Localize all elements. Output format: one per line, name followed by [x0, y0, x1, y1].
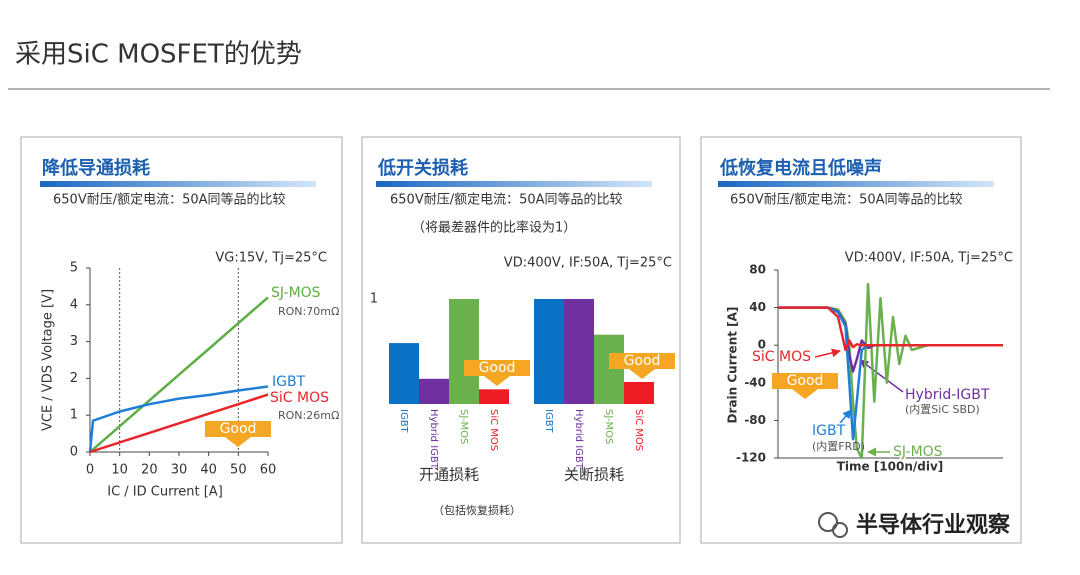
title-bar [40, 181, 316, 187]
bar [564, 299, 594, 404]
panel-title: 低开关损耗 [377, 157, 468, 179]
bar [534, 299, 564, 404]
condition: VG:15V, Tj=25°C [215, 251, 327, 266]
page-title: 采用SiC MOSFET的优势 [15, 40, 302, 70]
y-tick-label: 2 [70, 371, 78, 386]
category-label: 关断损耗 [564, 466, 624, 484]
series-label: SJ-MOS [893, 444, 943, 460]
y-tick-label: 1 [70, 408, 78, 423]
badge-arrow [772, 373, 838, 399]
x-tick-label: 60 [260, 463, 277, 478]
condition: VD:400V, IF:50A, Tj=25°C [504, 256, 672, 271]
series-line [89, 296, 269, 453]
y-tick-label: 1 [370, 292, 378, 307]
badge-arrow [464, 360, 530, 386]
pointer [835, 409, 852, 429]
series-line [778, 282, 1003, 460]
bar [389, 343, 419, 404]
badge-label: Good [624, 353, 661, 369]
badge-label: Good [787, 373, 824, 389]
x-tick-label: 30 [171, 463, 188, 478]
badge-label: Good [220, 421, 257, 437]
bar-label: IGBT [398, 409, 409, 434]
bar [449, 299, 479, 404]
bar [419, 378, 449, 404]
note: RON:70mΩ [278, 305, 339, 318]
panel-title: 低恢复电流且低噪声 [719, 157, 882, 179]
note: （将最差器件的比率设为1） [412, 220, 576, 236]
wechat-icon [818, 512, 838, 532]
panel [20, 136, 343, 544]
series-label: IGBT [272, 374, 306, 390]
y-tick-label: -80 [744, 413, 766, 427]
subtitle: 650V耐压/额定电流：50A同等品的比较 [730, 192, 963, 208]
x-tick-label: 50 [230, 463, 247, 478]
bar-label: Hybrid IGBT [573, 409, 584, 470]
pointer [814, 348, 841, 358]
series-label: SiC MOS [270, 390, 329, 406]
bar-label: IGBT [543, 409, 554, 434]
title-bar [718, 181, 994, 187]
y-tick-label: 40 [749, 300, 766, 314]
bar-label: SJ-MOS [603, 409, 614, 444]
subtitle: 650V耐压/额定电流：50A同等品的比较 [390, 192, 623, 208]
footnote: （包括恢复损耗） [433, 503, 521, 517]
y-axis-label: VCE / VDS Voltage [V] [41, 289, 56, 431]
badge-arrow [609, 353, 675, 379]
bar-label: SiC MOS [633, 409, 644, 451]
y-tick-label: 0 [70, 445, 78, 460]
y-tick-label: 3 [70, 334, 78, 349]
series-label: Hybrid-IGBT [905, 387, 990, 403]
title-bar [376, 181, 652, 187]
y-tick-label: -120 [736, 451, 766, 465]
series-line [778, 306, 1003, 352]
x-axis-label: IC / ID Current [A] [107, 485, 223, 500]
y-tick-label: 0 [758, 338, 766, 352]
bar [624, 381, 654, 404]
x-tick-label: 40 [200, 463, 217, 478]
series-label: SiC MOS [752, 349, 811, 365]
bar-label: Hybrid IGBT [428, 409, 439, 470]
series-line [89, 393, 269, 454]
condition: VD:400V, IF:50A, Tj=25°C [845, 251, 1013, 266]
note: (内置SiC SBD) [905, 402, 980, 416]
x-axis-label: Time [100n/div] [837, 460, 944, 474]
series-label: SJ-MOS [271, 285, 321, 301]
bar [479, 389, 509, 404]
y-tick-label: 4 [70, 297, 78, 312]
x-tick-label: 20 [141, 463, 158, 478]
wechat-icon [832, 522, 848, 538]
note: (内置FRD) [812, 439, 865, 453]
y-tick-label: 80 [749, 263, 766, 277]
bar-label: SJ-MOS [458, 409, 469, 444]
badge-label: Good [479, 360, 516, 376]
x-tick-label: 10 [111, 463, 128, 478]
badge-arrow [205, 421, 271, 447]
bar-label: SiC MOS [488, 409, 499, 451]
watermark: 半导体行业观察 [856, 512, 1011, 538]
bar [594, 334, 624, 404]
x-tick-label: 0 [86, 463, 94, 478]
y-tick-label: -40 [744, 375, 766, 389]
note: RON:26mΩ [278, 409, 339, 422]
subtitle: 650V耐压/额定电流：50A同等品的比较 [53, 192, 286, 208]
y-tick-label: 5 [70, 261, 78, 276]
pointer [859, 359, 904, 393]
panel [361, 136, 681, 544]
series-line [88, 385, 269, 453]
category-label: 开通损耗 [419, 466, 479, 484]
y-axis-label: Drain Current [A] [726, 307, 740, 424]
panel-title: 降低导通损耗 [42, 157, 150, 179]
series-label: IGBT [812, 423, 846, 439]
